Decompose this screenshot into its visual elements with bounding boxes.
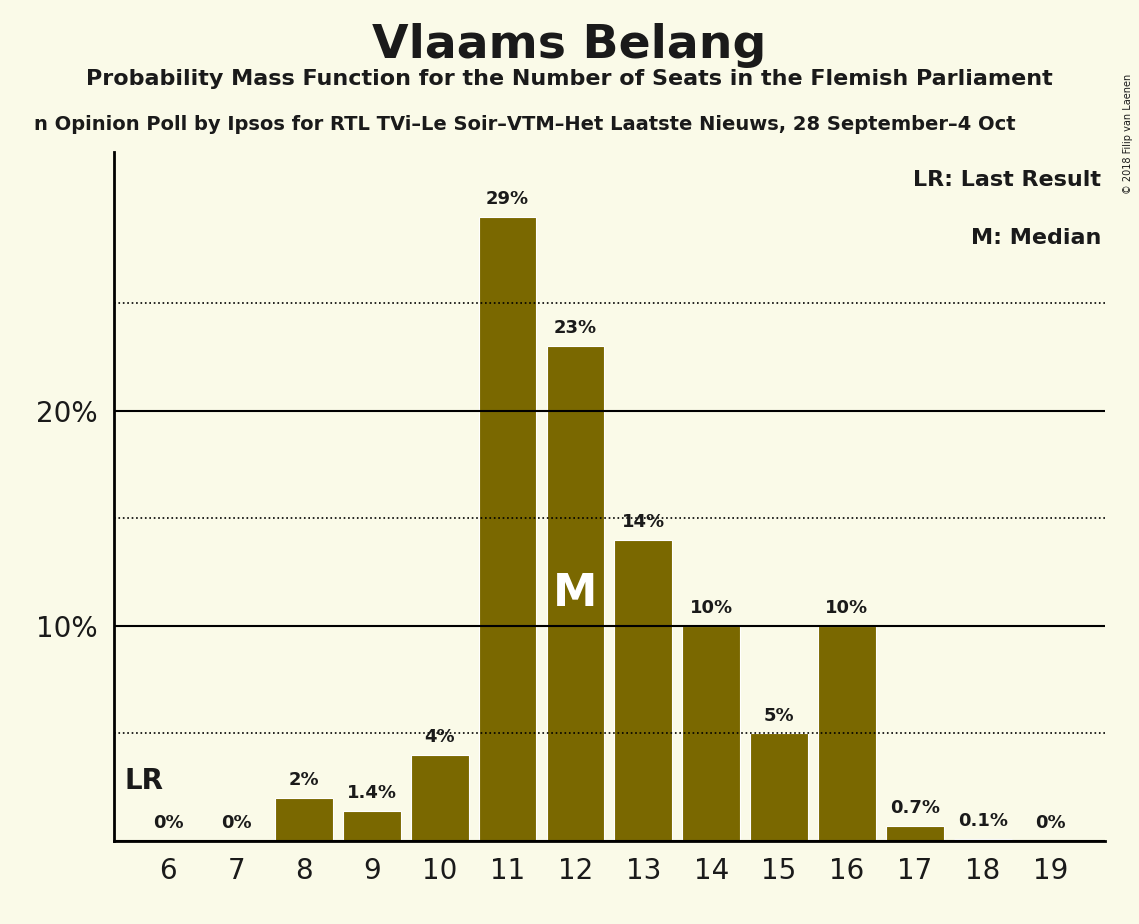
Text: Vlaams Belang: Vlaams Belang xyxy=(372,23,767,68)
Bar xyxy=(751,734,808,841)
Bar xyxy=(411,755,468,841)
Text: 1.4%: 1.4% xyxy=(346,784,396,802)
Text: 0%: 0% xyxy=(1035,814,1066,833)
Text: 0.7%: 0.7% xyxy=(890,799,940,817)
Text: Probability Mass Function for the Number of Seats in the Flemish Parliament: Probability Mass Function for the Number… xyxy=(87,69,1052,90)
Text: © 2018 Filip van Laenen: © 2018 Filip van Laenen xyxy=(1123,74,1133,194)
Text: 10%: 10% xyxy=(689,599,732,617)
Text: LR: LR xyxy=(124,767,163,795)
Text: 14%: 14% xyxy=(622,513,665,531)
Bar xyxy=(547,346,605,841)
Bar xyxy=(343,810,401,841)
Bar xyxy=(682,626,740,841)
Bar xyxy=(614,540,672,841)
Bar xyxy=(478,217,536,841)
Text: 23%: 23% xyxy=(554,320,597,337)
Bar xyxy=(818,626,876,841)
Text: 10%: 10% xyxy=(826,599,868,617)
Bar xyxy=(953,839,1011,841)
Bar xyxy=(886,826,943,841)
Text: 0%: 0% xyxy=(153,814,183,833)
Bar xyxy=(276,797,333,841)
Text: LR: Last Result: LR: Last Result xyxy=(913,170,1101,189)
Text: M: Median: M: Median xyxy=(972,227,1101,248)
Text: 2%: 2% xyxy=(288,772,319,789)
Text: 0.1%: 0.1% xyxy=(958,812,1008,830)
Text: M: M xyxy=(554,572,598,615)
Text: 0%: 0% xyxy=(221,814,252,833)
Text: 5%: 5% xyxy=(764,707,794,724)
Text: 29%: 29% xyxy=(486,190,530,209)
Text: n Opinion Poll by Ipsos for RTL TVi–Le Soir–VTM–Het Laatste Nieuws, 28 September: n Opinion Poll by Ipsos for RTL TVi–Le S… xyxy=(34,116,1016,135)
Text: 4%: 4% xyxy=(425,728,454,747)
